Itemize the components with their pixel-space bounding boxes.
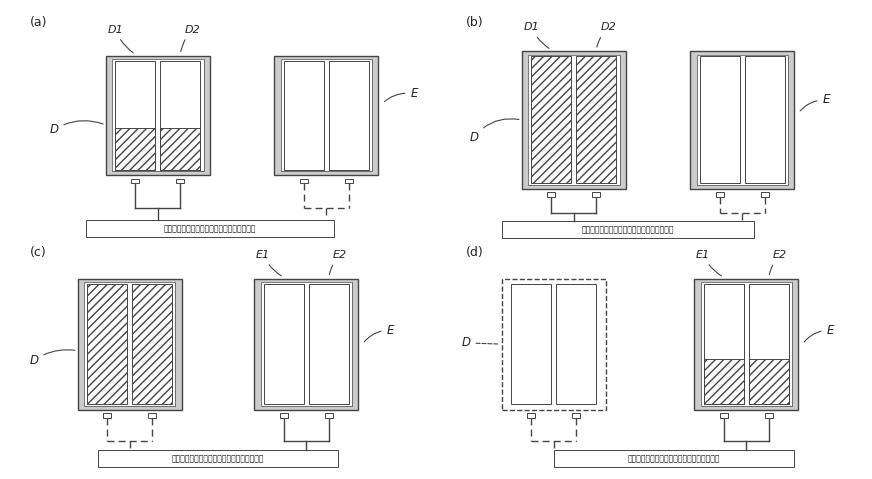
- Bar: [548, 193, 555, 197]
- Bar: [501, 279, 606, 410]
- Bar: [85, 220, 334, 237]
- Bar: [176, 179, 184, 183]
- Bar: [98, 450, 338, 467]
- Bar: [760, 193, 769, 197]
- Bar: [592, 193, 600, 197]
- Bar: [309, 284, 349, 404]
- Bar: [115, 61, 155, 128]
- Bar: [700, 282, 792, 406]
- Text: E: E: [800, 93, 830, 111]
- Text: E: E: [804, 324, 834, 342]
- Bar: [531, 57, 571, 183]
- Bar: [261, 282, 352, 406]
- Text: 演算装置内で実行されている処理プログラム: 演算装置内で実行されている処理プログラム: [172, 454, 264, 463]
- Bar: [765, 413, 773, 418]
- Bar: [749, 358, 789, 404]
- Bar: [716, 193, 724, 197]
- Bar: [133, 284, 173, 404]
- Text: D2: D2: [596, 22, 616, 47]
- Bar: [745, 57, 785, 183]
- Bar: [281, 59, 372, 171]
- Bar: [697, 55, 788, 185]
- Bar: [106, 56, 210, 175]
- Bar: [300, 179, 308, 183]
- Text: E1: E1: [255, 250, 282, 276]
- Bar: [112, 59, 203, 171]
- Bar: [528, 55, 619, 185]
- Text: (b): (b): [466, 16, 483, 30]
- Bar: [344, 179, 353, 183]
- Bar: [103, 413, 112, 418]
- Bar: [521, 51, 626, 189]
- Bar: [160, 128, 201, 170]
- Bar: [84, 282, 175, 406]
- Bar: [132, 179, 140, 183]
- Bar: [84, 282, 175, 406]
- Bar: [280, 413, 288, 418]
- Bar: [261, 282, 352, 406]
- Text: E: E: [385, 87, 418, 102]
- Bar: [160, 61, 201, 170]
- Bar: [704, 358, 744, 404]
- Bar: [115, 128, 155, 170]
- Bar: [87, 284, 127, 404]
- Text: (a): (a): [30, 16, 47, 30]
- Bar: [704, 284, 744, 404]
- Text: D1: D1: [107, 24, 133, 53]
- Text: E2: E2: [330, 250, 347, 275]
- Bar: [254, 279, 358, 410]
- Text: D: D: [50, 121, 103, 137]
- Text: (c): (c): [30, 246, 46, 260]
- Bar: [697, 55, 788, 185]
- Bar: [274, 56, 378, 175]
- Bar: [263, 284, 303, 404]
- Text: D2: D2: [181, 24, 200, 52]
- Bar: [324, 413, 333, 418]
- Bar: [576, 57, 617, 183]
- Bar: [148, 413, 156, 418]
- Bar: [283, 61, 324, 170]
- Bar: [329, 61, 369, 170]
- Bar: [528, 55, 619, 185]
- Bar: [511, 284, 551, 404]
- Bar: [115, 61, 155, 170]
- Text: E1: E1: [696, 250, 721, 276]
- Bar: [704, 284, 744, 358]
- Text: 演算装置内で実行されている処理プログラム: 演算装置内で実行されている処理プログラム: [628, 454, 720, 463]
- Bar: [572, 413, 580, 418]
- Bar: [112, 59, 203, 171]
- Bar: [160, 61, 201, 128]
- Bar: [749, 284, 789, 358]
- Text: D: D: [30, 350, 75, 367]
- Bar: [501, 221, 754, 239]
- Bar: [281, 59, 372, 171]
- Text: D: D: [469, 119, 519, 144]
- Bar: [690, 51, 794, 189]
- Text: E2: E2: [769, 250, 787, 275]
- Bar: [749, 284, 789, 404]
- Text: (d): (d): [466, 246, 483, 260]
- Text: E: E: [364, 324, 394, 342]
- Bar: [700, 282, 792, 406]
- Text: D1: D1: [523, 22, 549, 48]
- Bar: [554, 450, 794, 467]
- Bar: [699, 57, 739, 183]
- Bar: [528, 413, 535, 418]
- Bar: [719, 413, 728, 418]
- Bar: [694, 279, 799, 410]
- Text: D: D: [461, 336, 499, 349]
- Text: 演算装置内で実行されている処理プログラム: 演算装置内で実行されている処理プログラム: [164, 224, 256, 233]
- Text: 演算装置内で実行されている処理プログラム: 演算装置内で実行されている処理プログラム: [582, 225, 674, 234]
- Bar: [556, 284, 596, 404]
- Bar: [78, 279, 182, 410]
